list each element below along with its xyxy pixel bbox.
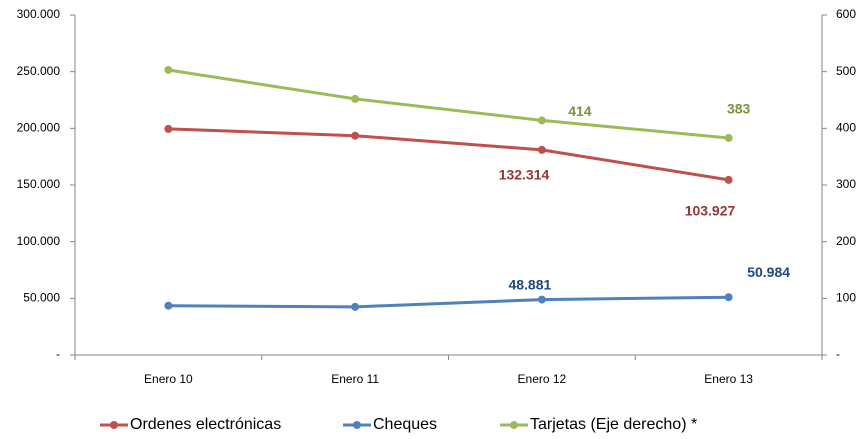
y2-tick-label: 200 [836,234,856,248]
point [351,302,360,311]
legend-label: Cheques [373,416,437,433]
point [164,301,173,310]
point [537,145,546,154]
y2-tick-label: 400 [836,121,856,135]
y-tick-label: 250.000 [17,64,61,78]
point [164,65,173,74]
y2-tick-label: - [836,347,840,361]
legend-marker [510,421,518,429]
annotation: 132.314 [499,167,550,183]
y-tick-label: 100.000 [17,234,61,248]
series-line [168,127,729,182]
point [351,94,360,103]
data-label: 50.984 [747,264,790,280]
x-tick-label: Enero 13 [704,372,753,386]
y2-tick-label: 300 [836,177,856,191]
point [724,133,733,142]
data-label: 383 [727,101,751,117]
legend-label: Tarjetas (Eje derecho) * [530,416,697,433]
legend-marker [353,421,361,429]
point [164,124,173,133]
series-line [168,68,729,140]
x-tick-label: Enero 12 [518,372,567,386]
series-line [168,295,729,309]
y2-tick-label: 600 [836,7,856,21]
legend-marker [110,421,118,429]
data-label: 414 [568,103,592,119]
y-tick-label: - [56,347,60,361]
legend-label: Ordenes electrónicas [130,416,281,433]
annotation: 103.927 [685,203,736,219]
y-tick-label: 50.000 [23,291,60,305]
y2-tick-label: 500 [836,64,856,78]
point [724,175,733,184]
point [537,116,546,125]
y2-tick-label: 100 [836,291,856,305]
y-tick-label: 200.000 [17,121,61,135]
point [537,295,546,304]
x-tick-label: Enero 11 [331,372,379,386]
y-tick-label: 150.000 [17,177,61,191]
y-tick-label: 300.000 [17,7,61,21]
data-label: 48.881 [508,276,551,292]
point [724,293,733,302]
point [351,131,360,140]
x-tick-label: Enero 10 [144,372,193,386]
